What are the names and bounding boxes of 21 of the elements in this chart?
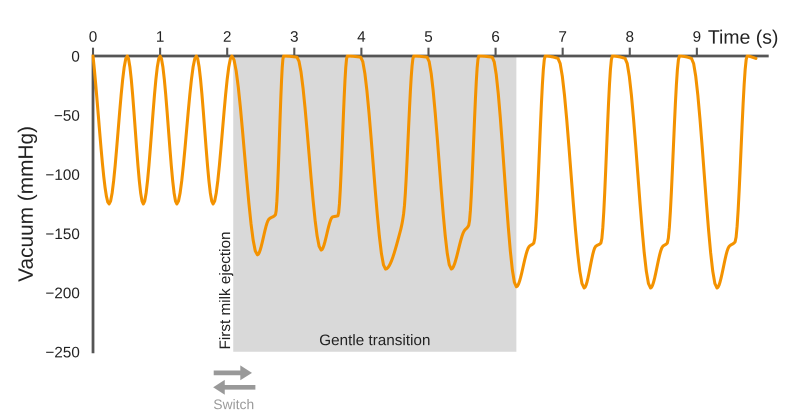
- x-tick-label: 9: [693, 31, 700, 42]
- annotation: First milk ejection: [219, 232, 234, 348]
- x-tick-label: 2: [224, 31, 231, 42]
- x-axis-title: Time (s): [708, 30, 778, 48]
- y-tick-label: 0: [72, 50, 80, 62]
- x-tick-label: 4: [357, 31, 366, 42]
- band-label: Gentle transition: [320, 334, 430, 346]
- x-tick-label: 5: [424, 31, 432, 42]
- x-tick-label: 8: [626, 31, 634, 42]
- text: Switch: [214, 399, 254, 410]
- x-tick-label: 3: [290, 31, 298, 42]
- y-tick-label: −50: [54, 110, 80, 121]
- y-tick-label: −250: [46, 346, 80, 358]
- y-axis-title: Vacuum (mmHg): [18, 127, 38, 282]
- y-tick-label: −150: [46, 228, 80, 240]
- y-tick-label: −200: [46, 288, 80, 298]
- x-tick-label: 1: [157, 31, 164, 42]
- x-tick-label: 6: [492, 31, 500, 42]
- y-tick-label: −100: [46, 169, 80, 180]
- x-tick-label: 7: [559, 31, 566, 42]
- x-tick-label: 0: [89, 31, 97, 42]
